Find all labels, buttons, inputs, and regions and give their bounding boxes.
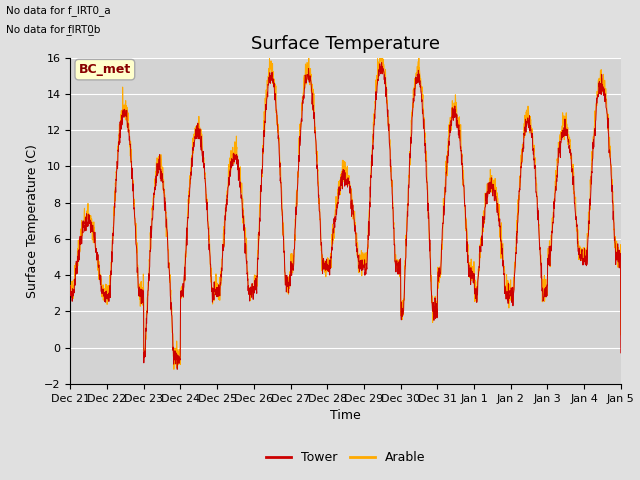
Text: BC_met: BC_met: [79, 63, 131, 76]
Y-axis label: Surface Temperature (C): Surface Temperature (C): [26, 144, 38, 298]
Title: Surface Temperature: Surface Temperature: [251, 35, 440, 53]
Text: No data for f̲IRT0̲b: No data for f̲IRT0̲b: [6, 24, 100, 35]
X-axis label: Time: Time: [330, 409, 361, 422]
Text: No data for f_IRT0_a: No data for f_IRT0_a: [6, 5, 111, 16]
Legend: Tower, Arable: Tower, Arable: [261, 446, 430, 469]
